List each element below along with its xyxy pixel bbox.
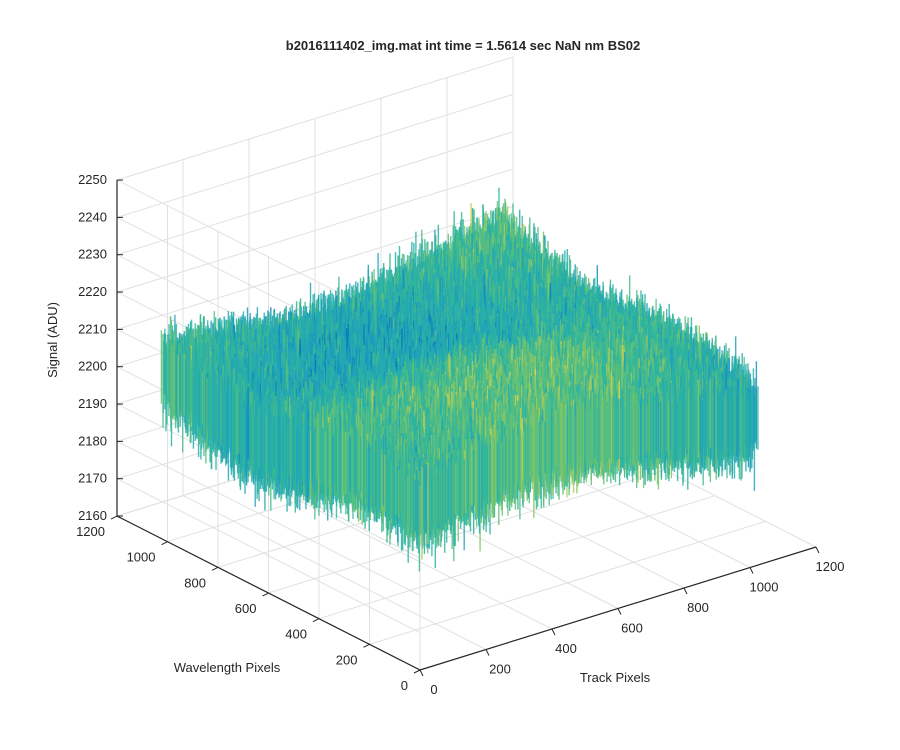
surface-mesh xyxy=(161,188,758,572)
